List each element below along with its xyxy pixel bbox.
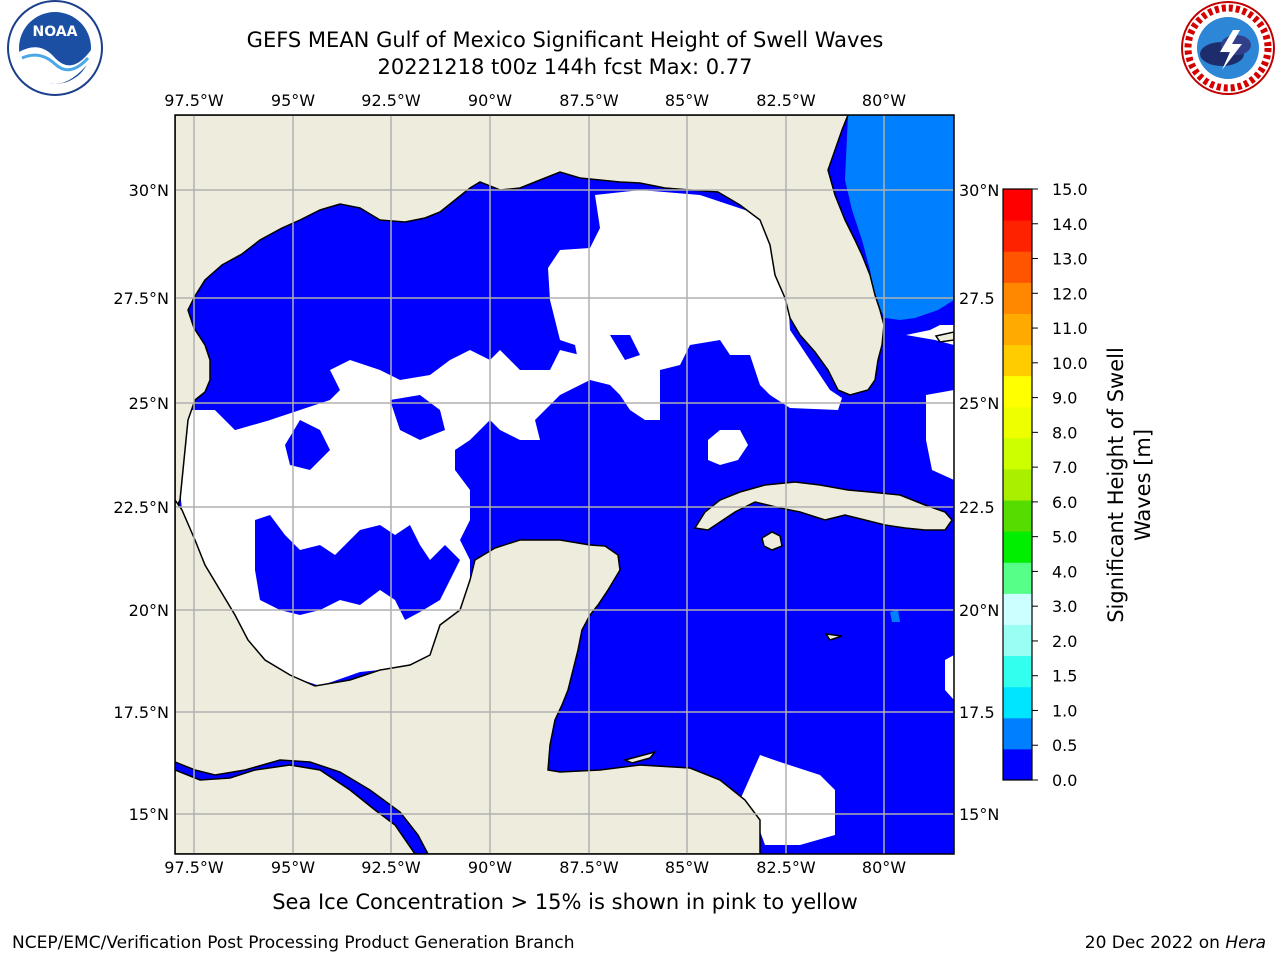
lat-label: 15°N [129, 805, 169, 824]
lon-label: 97.5°W [164, 858, 224, 877]
lat-labels-left: 30°N 27.5°N 25°N 22.5°N 20°N 17.5°N 15°N [113, 181, 169, 824]
lat-label: 22.5°N [113, 498, 169, 517]
colorbar-segment [1003, 313, 1032, 346]
colorbar-segment [1003, 748, 1032, 781]
colorbar-tick-label: 9.0 [1052, 389, 1077, 408]
colorbar-tick-label: 2.0 [1052, 632, 1077, 651]
colorbar-frame [1002, 188, 1033, 781]
lon-label: 92.5°W [361, 91, 421, 110]
sea-ice-note: Sea Ice Concentration > 15% is shown in … [272, 890, 858, 914]
colorbar-tick-label: 11.0 [1052, 319, 1088, 338]
colorbar-label-line1: Significant Height of Swell [1104, 347, 1128, 623]
lon-label: 87.5°W [559, 91, 619, 110]
land-masses [175, 115, 954, 854]
lon-label: 87.5°W [559, 858, 619, 877]
colorbar-tick-label: 8.0 [1052, 423, 1077, 442]
colorbar-tick-label: 6.0 [1052, 493, 1077, 512]
colorbar-segment [1003, 251, 1032, 283]
colorbar-tick-label: 0.0 [1052, 771, 1077, 790]
colorbar-tick-label: 1.0 [1052, 701, 1077, 720]
lat-label: 22.5 [959, 498, 995, 517]
colorbar-tick-label: 1.5 [1052, 667, 1077, 686]
lon-label: 97.5°W [164, 91, 224, 110]
lat-label: 17.5 [959, 703, 995, 722]
map-frame [174, 114, 955, 855]
colorbar-ticks: 0.0 0.5 1.0 1.5 2.0 3.0 4.0 5.0 6.0 7.0 8.0 9.0 10.0… [1032, 180, 1088, 790]
lon-label: 92.5°W [361, 858, 421, 877]
nws-logo [1181, 1, 1275, 95]
lat-labels-right: 30°N 27.5 25°N 22.5 20°N 17.5 15°N [959, 181, 999, 824]
lat-label: 17.5°N [113, 703, 169, 722]
colorbar-segment [1003, 220, 1032, 252]
lat-label: 25°N [959, 394, 999, 413]
lat-label: 20°N [129, 601, 169, 620]
colorbar-segment [1003, 624, 1032, 657]
map-subtitle: 20221218 t00z 144h fcst Max: 0.77 [377, 55, 753, 79]
lon-label: 82.5°W [756, 858, 816, 877]
colorbar-segment [1003, 282, 1032, 314]
lat-label: 27.5°N [113, 289, 169, 308]
footer-date: 20 Dec 2022 on Hera [1085, 933, 1266, 953]
colorbar-segment [1003, 500, 1032, 532]
host-name: Hera [1225, 933, 1266, 953]
lat-label: 20°N [959, 601, 999, 620]
graticule [175, 115, 954, 854]
colorbar-segment [1003, 437, 1032, 470]
colorbar-tick-label: 14.0 [1052, 215, 1088, 234]
lon-label: 90°W [468, 91, 512, 110]
lon-label: 95°W [271, 91, 315, 110]
lat-label: 15°N [959, 805, 999, 824]
date-text: 20 Dec 2022 on [1084, 933, 1220, 953]
lon-label: 80°W [862, 91, 906, 110]
lat-label: 25°N [129, 394, 169, 413]
lon-label: 85°W [665, 858, 709, 877]
colorbar-segment [1003, 344, 1032, 377]
colorbar-segment [1003, 562, 1032, 594]
map-title: GEFS MEAN Gulf of Mexico Significant Hei… [246, 28, 884, 52]
colorbar-segment [1003, 717, 1032, 750]
colorbar-segment [1003, 375, 1032, 408]
colorbar-segment [1003, 531, 1032, 563]
colorbar-segment [1003, 593, 1032, 625]
colorbar-tick-label: 5.0 [1052, 528, 1077, 547]
colorbar-tick-label: 7.0 [1052, 458, 1077, 477]
colorbar-segment [1003, 189, 1032, 221]
lat-label: 30°N [129, 181, 169, 200]
lon-labels-top: 97.5°W 95°W 92.5°W 90°W 87.5°W 85°W 82.5… [164, 91, 906, 110]
colorbar [1002, 188, 1033, 781]
credit-text: NCEP/EMC/Verification Post Processing Pr… [12, 933, 575, 953]
colorbar-segment [1003, 686, 1032, 719]
lon-label: 80°W [862, 858, 906, 877]
lat-label: 27.5 [959, 289, 995, 308]
map-area [175, 115, 954, 854]
colorbar-tick-label: 0.5 [1052, 736, 1077, 755]
colorbar-tick-label: 4.0 [1052, 562, 1077, 581]
colorbar-tick-label: 3.0 [1052, 597, 1077, 616]
noaa-logo: NOAA [7, 0, 103, 96]
colorbar-tick-label: 10.0 [1052, 354, 1088, 373]
noaa-logo-text: NOAA [33, 24, 78, 40]
colorbar-tick-label: 12.0 [1052, 284, 1088, 303]
lat-label: 30°N [959, 181, 999, 200]
colorbar-label-line2: Waves [m] [1131, 429, 1155, 541]
lon-label: 85°W [665, 91, 709, 110]
lon-label: 90°W [468, 858, 512, 877]
colorbar-tick-label: 15.0 [1052, 180, 1088, 199]
lon-label: 95°W [271, 858, 315, 877]
lon-label: 82.5°W [756, 91, 816, 110]
colorbar-segment [1003, 655, 1032, 688]
colorbar-segment [1003, 468, 1032, 501]
lon-labels-bottom: 97.5°W 95°W 92.5°W 90°W 87.5°W 85°W 82.5… [164, 858, 906, 877]
colorbar-tick-label: 13.0 [1052, 250, 1088, 269]
colorbar-segment [1003, 406, 1032, 439]
